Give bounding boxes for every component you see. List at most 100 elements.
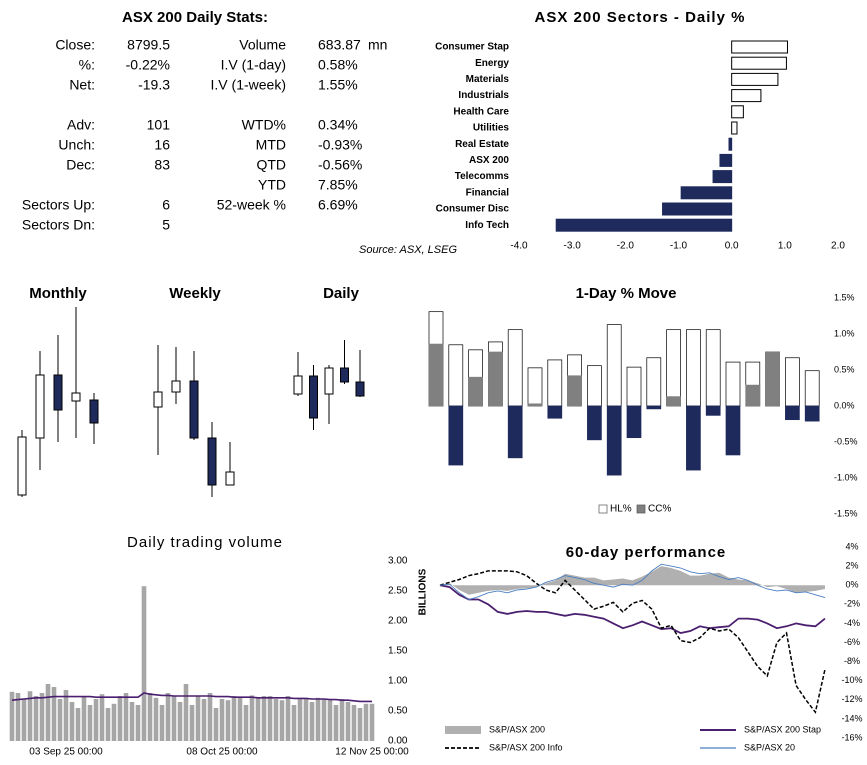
category-label: ASX 200 (469, 155, 509, 166)
legend-label: S&P/ASX 20 (744, 742, 795, 752)
bar (587, 365, 602, 407)
stat-value: 7.85% (318, 177, 358, 193)
y-tick-label: -6% (844, 637, 860, 647)
stat-value: 6 (162, 197, 170, 213)
category-label: Industrials (458, 90, 509, 101)
bar (428, 343, 444, 407)
bar (731, 105, 744, 119)
x-tick-label: -1.0 (670, 241, 688, 252)
bar (339, 699, 345, 741)
candle-body (35, 374, 45, 439)
candle-body (340, 367, 349, 383)
legend-label: S&P/ASX 200 (489, 724, 545, 734)
bar (273, 699, 279, 741)
line (11, 692, 372, 703)
bar (765, 351, 780, 407)
stat-value: 5 (162, 217, 170, 233)
bar (705, 329, 721, 407)
bar (99, 694, 105, 741)
bar (327, 700, 333, 741)
stat-label: WTD% (242, 117, 286, 133)
bar (731, 89, 762, 103)
legend-label: S&P/ASX 200 Info (489, 742, 563, 752)
y-tick-label: 0.0% (834, 400, 855, 410)
y-tick-label: 1.50 (388, 646, 408, 657)
legend-label: CC% (648, 504, 671, 515)
stat-value: -0.22% (126, 57, 170, 73)
stat-label: Sectors Dn: (22, 217, 95, 233)
candle-body (53, 374, 63, 411)
stat-label: MTD (256, 137, 286, 153)
stat-label: Dec: (66, 157, 95, 173)
bar (129, 702, 135, 741)
bar (159, 705, 165, 741)
chart-title: 1-Day % Move (576, 285, 677, 302)
chart-title: 60-day performance (566, 544, 727, 561)
bar (51, 687, 57, 741)
bar (567, 375, 582, 407)
candle-body (309, 375, 318, 419)
candle-body (153, 391, 163, 408)
bar (93, 699, 99, 741)
bar (153, 697, 159, 741)
y-tick-label: 0.50 (388, 706, 408, 717)
y-tick-label: 2.50 (388, 586, 408, 597)
bar (725, 361, 741, 407)
category-label: Info Tech (465, 220, 509, 231)
bar (626, 405, 642, 439)
bar (488, 351, 503, 407)
stat-label: Sectors Up: (22, 197, 95, 213)
y-tick-label: -1.5% (834, 508, 858, 518)
legend-label: HL% (610, 504, 632, 515)
candle-body (225, 471, 235, 486)
bar (267, 696, 273, 741)
bar (177, 702, 183, 741)
bar (219, 699, 225, 741)
stat-value: 101 (147, 117, 171, 133)
bar (111, 703, 117, 741)
stat-label: Unch: (58, 137, 95, 153)
category-label: Consumer Stap (435, 42, 509, 53)
candle-body (89, 399, 99, 424)
stat-label: Volume (239, 37, 286, 53)
chart-title: Daily (323, 285, 360, 302)
bar (606, 405, 622, 476)
stat-value: 0.58% (318, 57, 358, 73)
bar (587, 405, 602, 441)
bar (369, 703, 375, 741)
y-tick-label: 4% (845, 541, 858, 551)
line (439, 570, 826, 714)
bar (719, 153, 733, 167)
area (440, 566, 825, 595)
y-tick-label: 0.00 (388, 736, 408, 747)
category-label: Materials (466, 74, 510, 85)
bar (9, 691, 15, 741)
y-tick-label: 1.5% (834, 292, 855, 302)
bar (321, 699, 327, 741)
y-tick-label: -1.0% (834, 472, 858, 482)
stat-label: Close: (55, 37, 95, 53)
bar (646, 405, 662, 410)
bar (309, 702, 315, 741)
bar (606, 324, 622, 407)
bar (33, 696, 39, 741)
stat-label: I.V (1-week) (211, 77, 286, 93)
bar (333, 705, 339, 741)
bar (728, 137, 733, 151)
x-tick-label: -2.0 (617, 241, 635, 252)
y-tick-label: -14% (841, 713, 862, 723)
stat-value: 83 (154, 157, 170, 173)
x-tick-label: 0.0 (725, 241, 739, 252)
y-axis-label: BILLIONS (418, 568, 429, 615)
stats-title: ASX 200 Daily Stats: (122, 9, 268, 26)
bar (81, 696, 87, 741)
chart-title: Daily trading volume (127, 534, 283, 551)
y-tick-label: 1.0% (834, 328, 855, 338)
bar (303, 699, 309, 741)
bar (686, 405, 701, 471)
chart-title: Monthly (29, 285, 87, 302)
bar (21, 699, 27, 741)
y-tick-label: 0% (845, 580, 858, 590)
y-tick-label: -16% (841, 732, 862, 742)
legend-label: S&P/ASX 200 Stap (744, 724, 821, 734)
